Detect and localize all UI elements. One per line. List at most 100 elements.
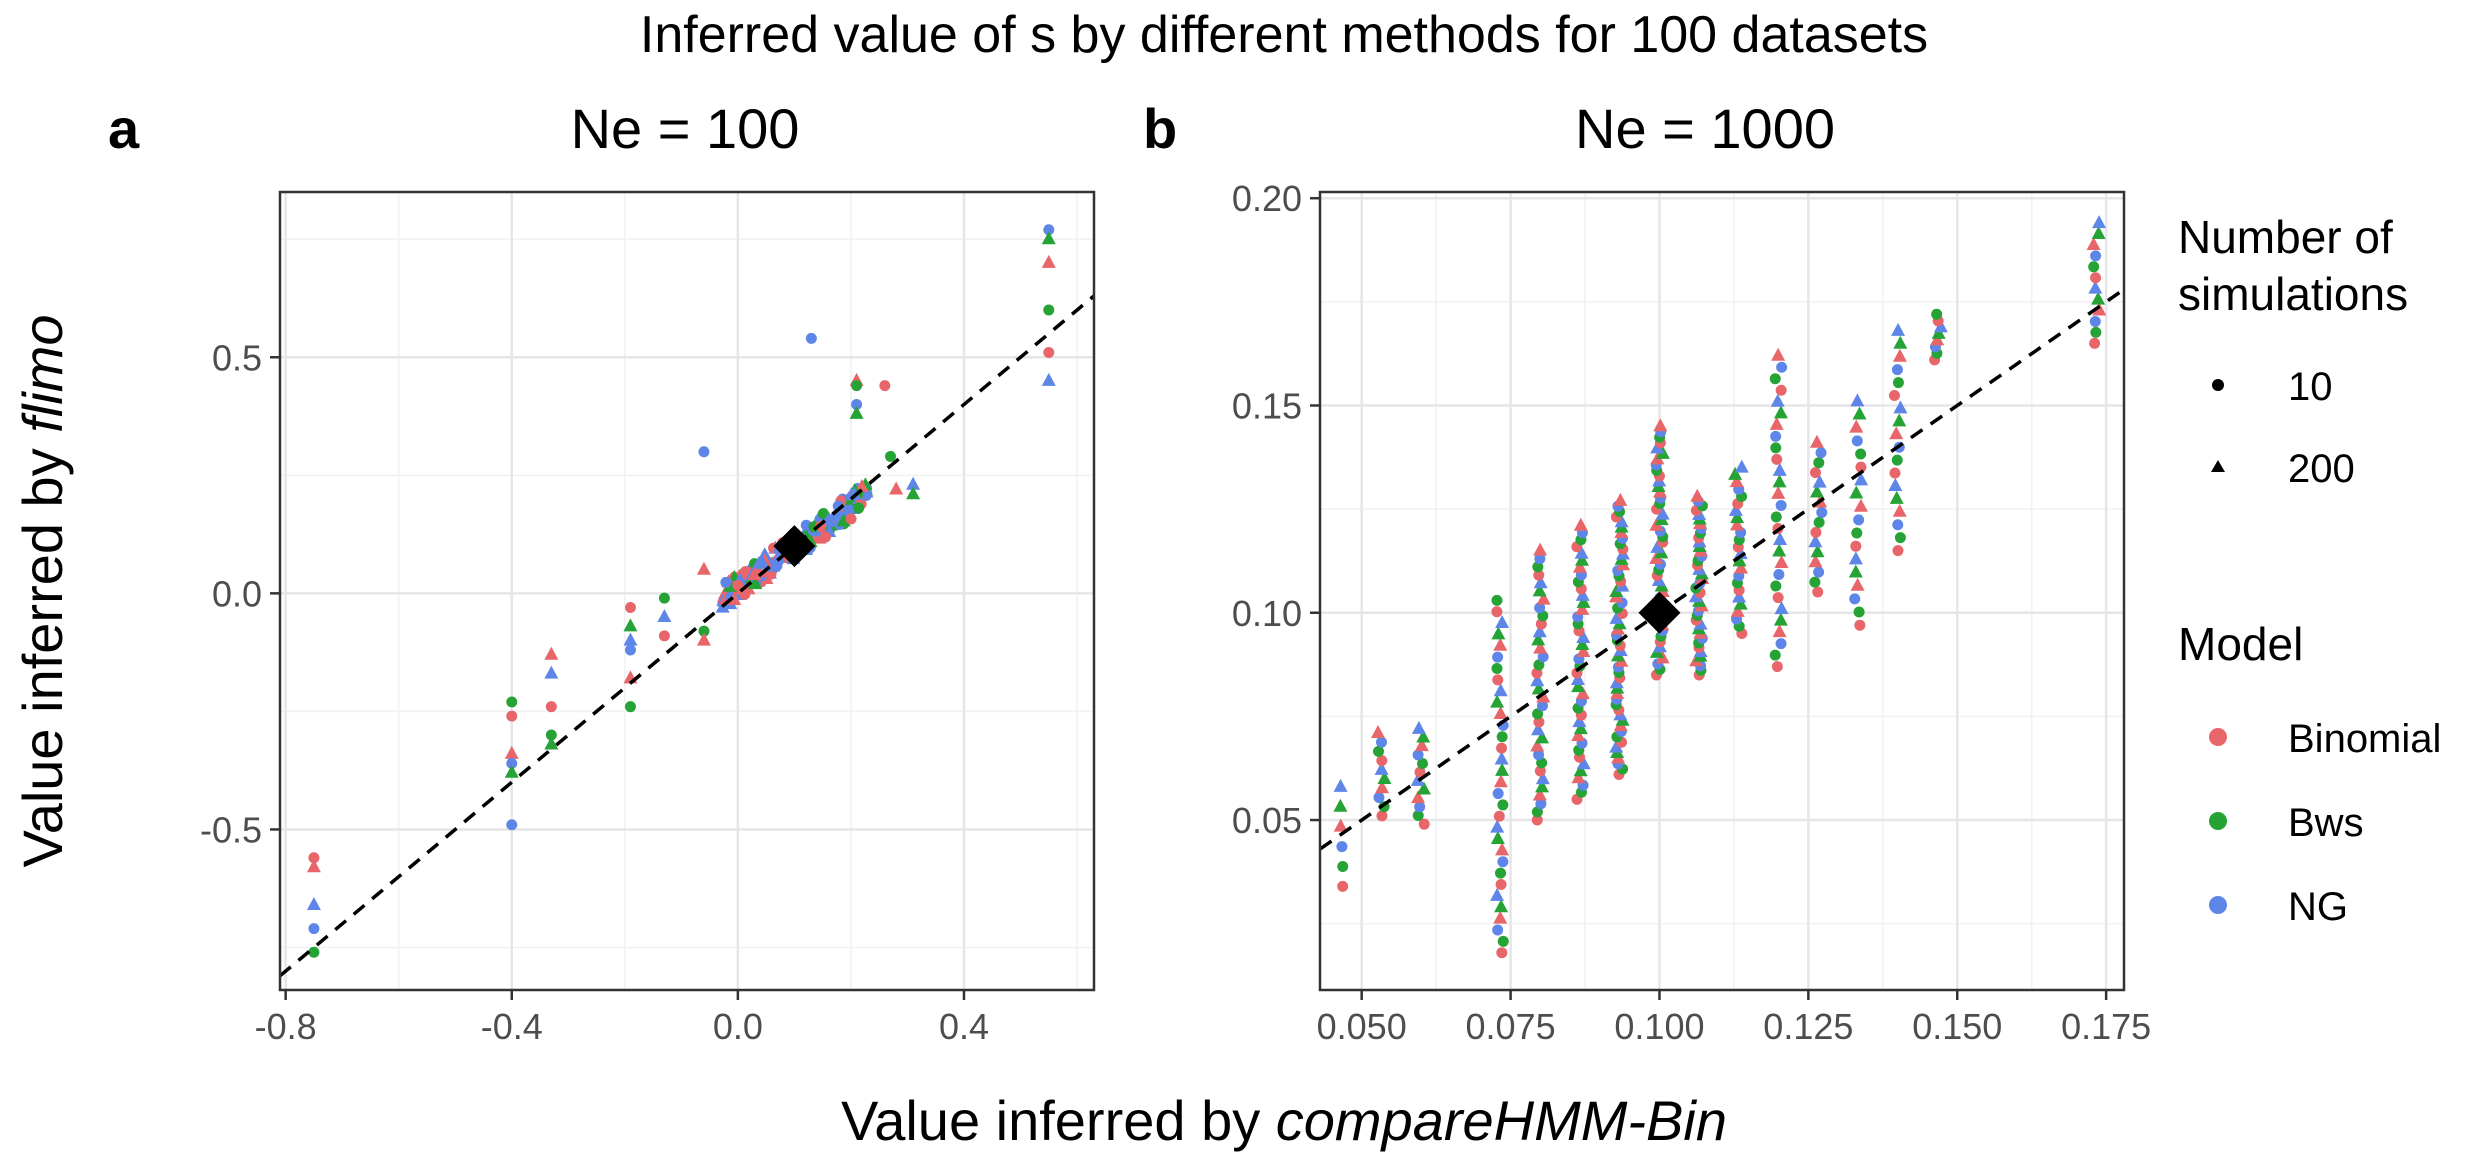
data-point-ng-200: [1609, 739, 1624, 753]
data-point-ng-200: [1530, 673, 1545, 687]
data-point-binomial-200: [696, 632, 711, 646]
x-tick-label: 0.0: [713, 1006, 763, 1047]
data-point-bws-200: [1810, 544, 1825, 558]
data-point-binomial-10: [1495, 878, 1507, 890]
data-point-bws-10: [1495, 867, 1507, 879]
data-point-ng-200: [1848, 551, 1863, 565]
data-point-binomial-200: [1333, 818, 1348, 832]
data-point-binomial-200: [1892, 503, 1907, 517]
data-point-bws-10: [1373, 745, 1385, 757]
panel-a-grid: [280, 192, 1094, 990]
data-point-bws-200: [1931, 325, 1946, 339]
data-point-bws-200: [1571, 679, 1586, 693]
data-point-bws-200: [1728, 466, 1743, 480]
data-point-binomial-200: [1575, 686, 1590, 700]
data-point-binomial-200: [1493, 637, 1508, 651]
data-point-ng-200: [1531, 722, 1546, 736]
data-point-bws-200: [1416, 729, 1431, 743]
data-point-ng-200: [755, 554, 770, 568]
data-point-binomial-200: [2092, 302, 2107, 316]
data-point-bws-200: [1772, 543, 1787, 557]
data-point-ng-200: [1893, 400, 1908, 414]
data-point-ng-200: [1495, 615, 1510, 629]
x-tick-label: 0.100: [1614, 1006, 1704, 1047]
data-point-binomial-200: [1774, 555, 1789, 569]
data-point-ng-10: [1892, 519, 1904, 531]
data-point-ng-200: [1812, 474, 1827, 488]
data-point-binomial-200: [544, 646, 559, 660]
data-point-binomial-200: [1495, 842, 1510, 856]
legend: Number of simulations 10 200 Model Binom…: [2178, 211, 2441, 929]
data-point-ng-10: [1043, 224, 1055, 236]
data-point-bws-10: [853, 502, 865, 514]
data-point-ng-10: [1492, 924, 1504, 936]
data-point-binomial-10: [1812, 586, 1824, 598]
data-point-bws-10: [1851, 527, 1863, 539]
data-point-ng-10: [1492, 651, 1504, 663]
panel-b: b Ne = 1000 0.050 0.075 0.100 0.125 0.150 0.1…: [1143, 97, 2151, 1047]
data-point-binomial-10: [2090, 272, 2102, 284]
data-point-ng-200: [1655, 506, 1670, 520]
data-point-binomial-200: [1571, 728, 1586, 742]
panel-a: a Ne = 100 -0.8 -0.4 0.0 0.4 -0.5 0.0 0.5: [108, 97, 1096, 1047]
data-point-ng-200: [1535, 771, 1550, 785]
data-point-binomial-200: [1930, 332, 1945, 346]
data-point-bws-200: [1889, 490, 1904, 504]
data-point-ng-200: [1770, 393, 1785, 407]
data-point-ng-200: [1888, 477, 1903, 491]
data-point-bws-10: [1894, 532, 1906, 544]
data-point-binomial-200: [2086, 236, 2101, 250]
data-point-bws-10: [658, 592, 670, 604]
data-point-ng-200: [2088, 280, 2103, 294]
data-point-ng-10: [1816, 506, 1828, 518]
legend-model-label-bws: Bws: [2288, 801, 2364, 845]
legend-ng-swatch: [2209, 896, 2227, 914]
data-point-bws-10: [885, 450, 896, 462]
data-point-bws-200: [1576, 594, 1591, 608]
x-tick-label: 0.150: [1912, 1006, 2002, 1047]
data-point-bws-200: [1494, 899, 1509, 913]
data-point-binomial-10: [1531, 814, 1543, 826]
data-point-binomial-10: [845, 513, 857, 525]
data-point-bws-200: [1575, 636, 1590, 650]
data-point-binomial-200: [1889, 426, 1904, 440]
data-point-binomial-200: [1690, 488, 1705, 502]
panel-b-ticks: 0.050 0.075 0.100 0.125 0.150 0.175 0.05 0.10 0.…: [1232, 178, 2151, 1047]
data-point-bws-200: [1852, 406, 1867, 420]
panel-a-title: Ne = 100: [571, 97, 800, 160]
data-point-bws-200: [1892, 413, 1907, 427]
y-tick-label: 0.15: [1232, 385, 1302, 426]
data-point-bws-200: [1733, 596, 1748, 610]
legend-shape-title-line2: simulations: [2178, 268, 2408, 320]
data-point-bws-200: [1531, 632, 1546, 646]
data-point-bws-200: [1575, 552, 1590, 566]
data-point-ng-200: [1532, 624, 1547, 638]
data-point-bws-10: [624, 701, 636, 713]
data-point-binomial-10: [1850, 540, 1862, 552]
data-point-binomial-200: [1375, 780, 1390, 794]
data-point-ng-200: [1374, 761, 1389, 775]
data-point-binomial-200: [1769, 416, 1784, 430]
data-point-binomial-10: [545, 701, 557, 713]
legend-model-title: Model: [2178, 618, 2303, 670]
data-point-binomial-200: [696, 561, 711, 575]
data-point-ng-10: [1770, 430, 1782, 442]
data-point-ng-10: [851, 398, 863, 410]
data-point-bws-200: [1495, 762, 1510, 776]
data-point-binomial-200: [1734, 560, 1749, 574]
data-point-bws-200: [906, 486, 921, 500]
legend-shape-title-line1: Number of: [2178, 211, 2393, 263]
data-point-ng-200: [1333, 778, 1348, 792]
data-point-bws-200: [1333, 798, 1348, 812]
data-point-bws-200: [1535, 779, 1550, 793]
data-point-binomial-200: [747, 567, 762, 581]
true-value-diamond: [773, 525, 816, 568]
data-point-ng-10: [1412, 749, 1424, 761]
data-point-bws-200: [2091, 226, 2106, 240]
data-point-ng-200: [1772, 462, 1787, 476]
data-point-binomial-200: [1575, 601, 1590, 615]
y-tick-label: 0.10: [1232, 593, 1302, 634]
data-point-binomial-200: [1771, 485, 1786, 499]
data-point-binomial-10: [1376, 755, 1388, 767]
